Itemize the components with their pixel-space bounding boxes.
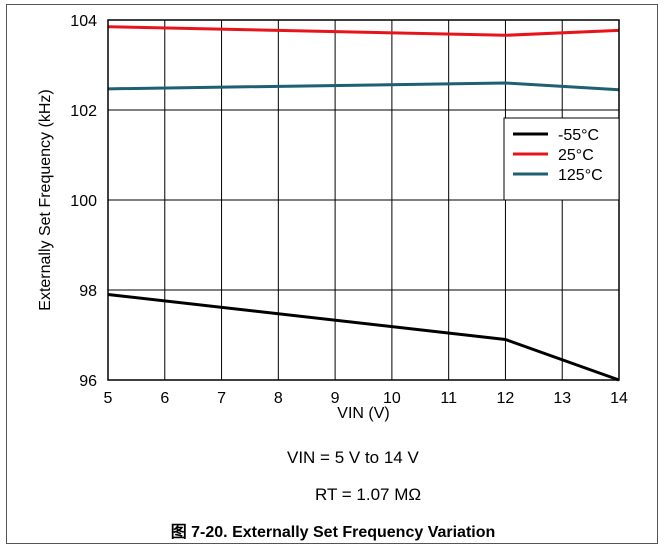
y-tick-label: 102 [70,103,97,120]
x-tick-label: 8 [274,390,283,407]
x-tick-label: 5 [104,390,113,407]
x-tick-label: 11 [440,390,457,407]
x-tick-label: 7 [217,390,226,407]
rt-condition: RT = 1.07 MΩ [315,485,422,504]
legend-entry: -55°C [558,127,599,144]
legend: -55°C 25°C 125°C [503,117,620,201]
y-tick-label: 100 [70,193,97,210]
vin-condition: VIN = 5 V to 14 V [287,448,419,467]
series-line [107,293,620,382]
y-axis-label: Externally Set Frequency (kHz) [37,89,54,310]
legend-entry: 25°C [558,147,594,164]
y-tick-label: 96 [79,373,97,390]
legend-box [503,117,620,201]
tick-labels: 5 6 7 8 9 10 11 12 13 14 96 98 100 102 104 [70,13,628,407]
x-tick-label: 6 [160,390,169,407]
y-tick-label: 98 [79,283,97,300]
figure-frame [6,4,658,544]
series-layer [107,25,620,382]
x-tick-label: 10 [383,390,401,407]
x-tick-label: 9 [331,390,340,407]
series-line [107,25,620,37]
legend-entry: 125°C [558,167,603,184]
series-line [107,81,620,92]
x-axis-label: VIN (V) [337,405,389,422]
x-tick-label: 13 [553,390,571,407]
x-tick-label: 14 [610,390,628,407]
figure-caption: 图 7-20. Externally Set Frequency Variati… [170,524,496,541]
x-tick-label: 12 [497,390,515,407]
y-tick-label: 104 [70,13,97,30]
